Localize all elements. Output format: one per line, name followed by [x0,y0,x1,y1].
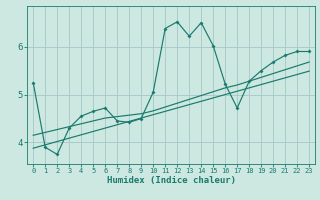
X-axis label: Humidex (Indice chaleur): Humidex (Indice chaleur) [107,176,236,185]
